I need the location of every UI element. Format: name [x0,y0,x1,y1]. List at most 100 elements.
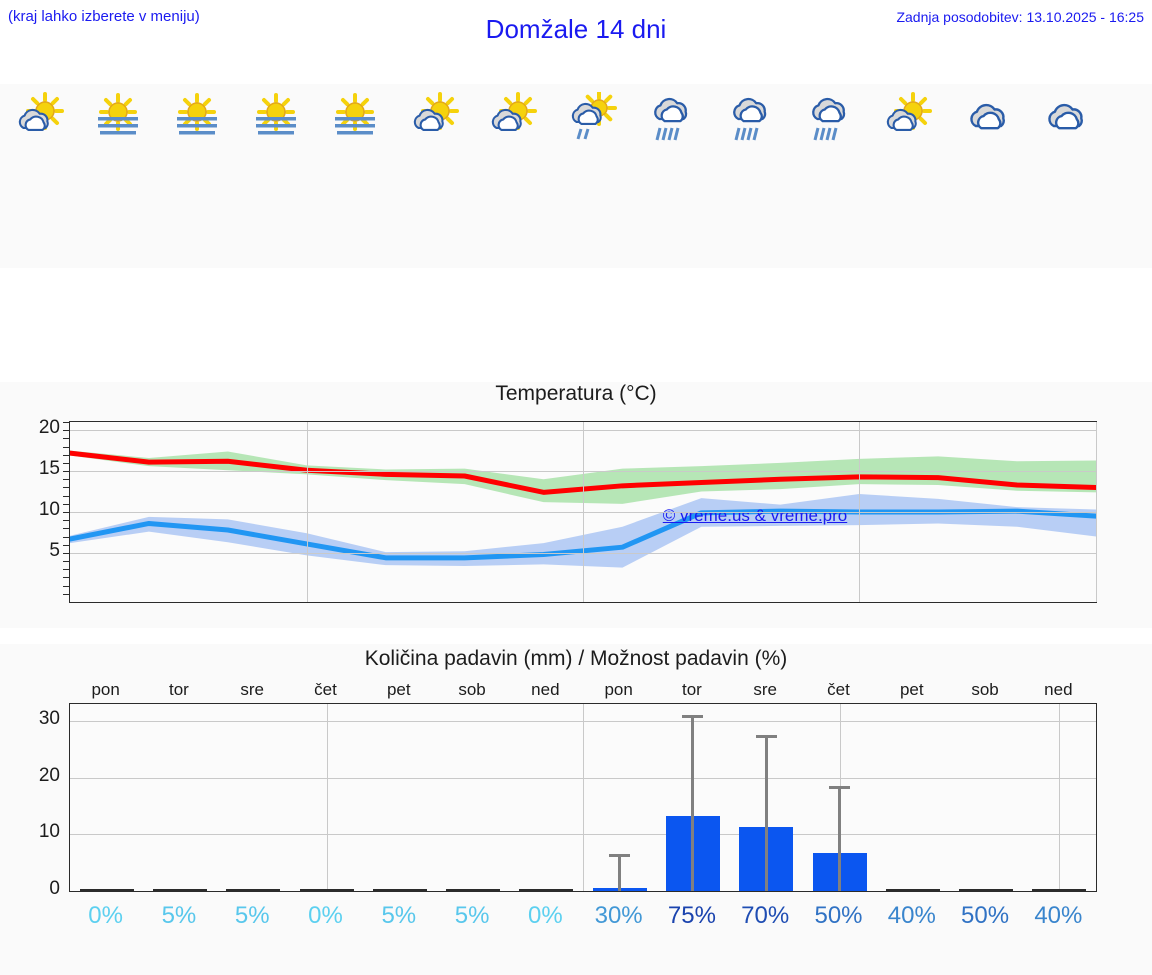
sun-cloud-icon [480,92,544,142]
temperature-plot-area: © vreme.us & vreme.pro 5 10 15 20 [39,417,1097,603]
cloud-icon [1032,92,1096,142]
forecast-day-column[interactable] [158,84,237,268]
temperature-chart-title: Temperatura (°C) [495,382,657,405]
error-bar-cap [609,854,631,858]
y-axis-tick [63,438,69,440]
precipitation-probability-label: 0% [308,902,343,929]
sun-cloud-icon [875,92,939,142]
precipitation-bar[interactable] [299,889,354,891]
vertical-gridline [306,422,308,602]
watermark-link[interactable]: © vreme.us & vreme.pro [662,506,848,525]
last-updated-label: Zadnja posodobitev: 13.10.2025 - 16:25 [896,9,1144,25]
precip-day-label: sre [240,680,265,699]
precipitation-bar[interactable] [79,889,134,891]
y-axis-tick-label: 10 [38,499,60,520]
precipitation-probability-label: 30% [594,902,643,929]
vertical-gridline [583,704,584,891]
y-axis-tick [63,454,69,456]
y-axis-tick [63,528,69,530]
precipitation-probability-label: 5% [454,902,490,929]
forecast-day-column[interactable] [0,84,79,268]
error-bar [691,715,695,891]
precip-day-label: čet [827,680,850,699]
precipitation-chart-section: Količina padavin (mm) / Možnost padavin … [0,644,1152,975]
y-axis-tick [63,512,69,513]
precipitation-bar[interactable] [152,889,207,891]
cloud-rain-icon [638,92,702,142]
precipitation-bar[interactable] [1032,889,1087,891]
precipitation-probability-label: 70% [741,902,790,929]
y-axis-tick [63,569,69,571]
cloud-rain-icon [796,92,860,142]
precip-day-label: čet [314,680,337,699]
error-bar [764,735,768,891]
forecast-day-column[interactable] [315,84,394,268]
precipitation-chart-title: Količina padavin (mm) / Možnost padavin … [364,647,788,670]
precip-day-label: tor [169,680,189,699]
forecast-day-column[interactable] [946,84,1025,268]
precipitation-probability-label: 50% [961,902,1010,929]
sun-cloud-icon [7,92,71,142]
sun-fog-icon [323,92,387,142]
page-title: Domžale 14 dni [485,14,667,44]
forecast-day-strip [0,84,1152,268]
precip-day-label: ned [531,680,560,699]
vertical-gridline [1059,704,1061,891]
vertical-gridline [583,422,584,602]
y-axis-tick [63,503,69,505]
precipitation-probability-label: 5% [381,902,417,929]
y-axis-tick [63,585,69,587]
precipitation-bar[interactable] [226,889,281,891]
error-bar [838,786,841,891]
y-axis-tick [63,430,69,432]
precip-day-label: pon [91,680,120,699]
cloud-icon [954,92,1018,142]
forecast-day-column[interactable] [867,84,946,268]
y-axis-tick [63,577,69,579]
precipitation-probability-label: 50% [814,902,863,929]
forecast-day-column[interactable] [473,84,552,268]
forecast-day-column[interactable] [710,84,789,268]
y-axis-tick [63,422,69,423]
y-axis-tick [63,536,69,538]
precipitation-bar[interactable] [372,889,427,891]
precip-day-label: pon [604,680,633,699]
forecast-day-column[interactable] [79,84,158,268]
precip-day-label: sob [458,680,486,699]
precip-day-label: ned [1044,680,1073,699]
forecast-day-column[interactable] [237,84,316,268]
error-bar [618,854,622,891]
forecast-day-column[interactable] [631,84,710,268]
precip-day-label: sob [971,680,999,699]
precipitation-probability-label: 5% [234,902,270,929]
error-bar-cap [755,735,777,739]
y-axis-tick-label: 20 [38,417,60,439]
y-axis-tick [63,520,69,522]
precipitation-probability-label: 40% [887,902,936,929]
forecast-day-column[interactable] [1025,84,1104,268]
temperature-chart-section: Temperatura (°C) © vreme.us & vreme.pro … [0,382,1152,628]
location-menu-note[interactable]: (kraj lahko izberete v meniju) [8,8,200,25]
precipitation-bar[interactable] [519,889,574,891]
forecast-day-column[interactable] [788,84,867,268]
vertical-gridline [326,704,328,891]
forecast-day-column[interactable] [552,84,631,268]
y-axis-tick [63,462,69,464]
precipitation-bar[interactable] [885,889,940,891]
sun-cloud-icon [402,92,466,142]
forecast-day-column[interactable] [394,84,473,268]
y-axis-tick-label: 0 [49,878,60,899]
y-axis-tick-label: 15 [38,458,60,480]
y-axis-tick [63,487,69,489]
precipitation-probability-label: 5% [161,902,197,929]
precipitation-bar[interactable] [959,889,1014,891]
vertical-gridline [859,422,861,602]
cloud-rain-icon [717,92,781,142]
precipitation-bar[interactable] [446,889,501,891]
sun-cloud-rain-icon [559,90,623,142]
sun-fog-icon [86,92,150,142]
y-axis-tick [63,446,69,448]
y-axis-tick-label: 5 [49,539,60,561]
y-axis-tick [63,593,69,595]
y-axis-tick [63,479,69,481]
